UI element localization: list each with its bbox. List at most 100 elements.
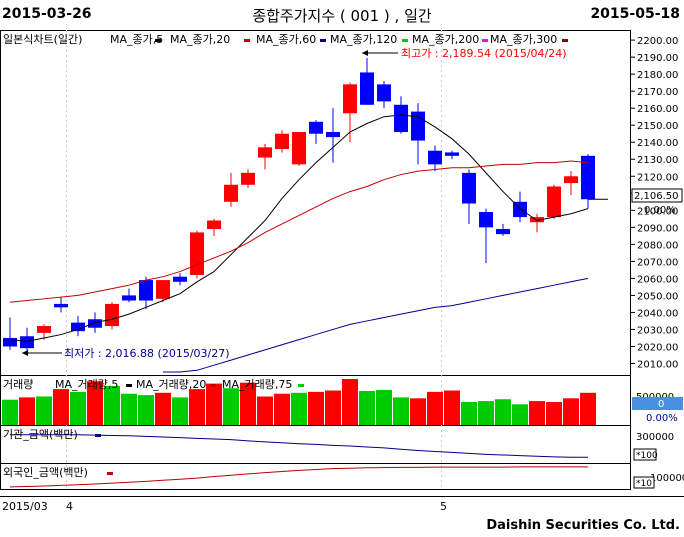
candle-body <box>190 232 204 275</box>
ma300-swatch <box>562 39 568 42</box>
y-tick-label: 2170.00 <box>637 87 678 98</box>
low-annotation: 최저가 : 2,016.88 (2015/03/27) <box>64 347 230 360</box>
volume-bar <box>206 383 222 425</box>
candle-body <box>581 155 595 200</box>
candle-body <box>360 72 374 105</box>
candle-body <box>37 326 51 333</box>
volume-bar <box>70 391 86 425</box>
price-legend-ma300: MA_종가,300 <box>490 33 557 46</box>
y-tick-label: 2130.00 <box>637 155 678 166</box>
x-label-month-mar: 2015/03 <box>2 500 48 513</box>
volume-bar <box>342 379 358 425</box>
low-arrowhead-icon <box>22 350 28 356</box>
volume-bars <box>2 379 596 425</box>
candle-body <box>71 322 85 332</box>
volume-bar <box>529 401 545 425</box>
volume-bar <box>512 404 528 425</box>
candle-body <box>258 147 272 158</box>
y-tick-label: 2150.00 <box>637 121 678 132</box>
chart-title: 종합주가지수 ( 001 ) , 일간 <box>252 7 432 25</box>
foreign-unit: *10 <box>636 479 652 489</box>
volume-bar <box>410 398 426 425</box>
candle-body <box>547 186 561 218</box>
volume-legend-ma5: MA_거래량,5 <box>55 378 118 391</box>
candle-body <box>105 303 119 327</box>
candle-body <box>394 104 408 133</box>
current-price-box <box>631 188 683 203</box>
volume-legend-ma75: MA_거래량,75 <box>222 378 292 391</box>
volume-bar <box>376 390 392 425</box>
candle-body <box>445 152 459 156</box>
candle-body <box>54 303 68 308</box>
ma5-line <box>9 114 589 342</box>
volume-legend-title: 거래량 <box>3 378 33 391</box>
y-tick-label: 2140.00 <box>637 138 678 149</box>
end-date: 2015-05-18 <box>590 6 680 22</box>
foreign-line <box>9 466 588 488</box>
volume-bar <box>257 396 273 425</box>
candle-body <box>564 176 578 184</box>
y-tick-label: 2020.00 <box>637 342 678 353</box>
volume-bar <box>274 393 290 425</box>
x-label-month-apr: 4 <box>66 500 73 513</box>
volume-bar <box>325 390 341 425</box>
candle-body <box>207 220 221 230</box>
volume-bar <box>19 397 35 425</box>
y-tick-label: 2060.00 <box>637 274 678 285</box>
price-legend-ma20: MA_종가,20 <box>170 33 230 46</box>
header: 2015-03-26 종합주가지수 ( 001 ) , 일간 2015-05-1… <box>0 0 684 30</box>
volume-bar <box>36 396 52 425</box>
inst-swatch <box>95 434 101 437</box>
y-tick-label: 2070.00 <box>637 257 678 268</box>
volume-bar <box>580 392 596 425</box>
y-tick-label: 2190.00 <box>637 53 678 64</box>
volume-bar <box>172 397 188 425</box>
high-arrowhead-icon <box>362 50 368 56</box>
candle-body <box>3 337 17 347</box>
ma20-line <box>9 160 589 303</box>
candle-body <box>156 280 170 299</box>
volume-bar <box>2 399 18 425</box>
start-date: 2015-03-26 <box>2 6 92 22</box>
sub-indicator-lines <box>9 434 588 488</box>
ma20-swatch <box>244 39 250 42</box>
price-legend-ma5: MA_종가,5 <box>110 33 163 46</box>
candle-body <box>377 84 391 102</box>
candle-body <box>88 319 102 328</box>
y-tick-label: 2100.00 <box>637 206 678 217</box>
volume-bar <box>393 397 409 425</box>
y-tick-label: 2030.00 <box>637 325 678 336</box>
y-tick-label: 2050.00 <box>637 291 678 302</box>
volume-bar <box>223 388 239 425</box>
y-tick-label: 2090.00 <box>637 223 678 234</box>
candle-body <box>309 121 323 134</box>
candle-body <box>173 276 187 282</box>
volume-bar <box>104 385 120 425</box>
volume-value-box <box>632 397 683 410</box>
volume-change: 0.00% <box>646 413 678 424</box>
moving-averages <box>9 114 608 373</box>
candle-body <box>275 133 289 150</box>
volume-value: 0 <box>658 399 664 410</box>
price-legend-chart-type: 일본식차트(일간) <box>3 32 82 46</box>
volume-bar <box>461 402 477 425</box>
x-label-month-may: 5 <box>440 500 447 513</box>
high-annotation: 최고가 : 2,189.54 (2015/04/24) <box>401 47 567 60</box>
ma200-swatch <box>482 39 488 42</box>
inst-unit-box <box>633 448 657 461</box>
candle-body <box>428 150 442 165</box>
candle-body <box>462 172 476 204</box>
volume-bar <box>308 391 324 425</box>
foreign-unit-box <box>633 476 655 489</box>
candle-body <box>496 229 510 235</box>
vol-ma5-swatch <box>126 384 132 387</box>
volume-bar <box>240 382 256 425</box>
y-tick-label: 2010.00 <box>637 359 678 370</box>
current-change: 0.00% <box>644 205 676 216</box>
y-tick-label: 2160.00 <box>637 104 678 115</box>
price-legend-ma120: MA_종가,120 <box>330 33 397 46</box>
y-tick-label: 2040.00 <box>637 308 678 319</box>
volume-bar <box>87 381 103 425</box>
y-tick-label: 2200.00 <box>637 36 678 47</box>
